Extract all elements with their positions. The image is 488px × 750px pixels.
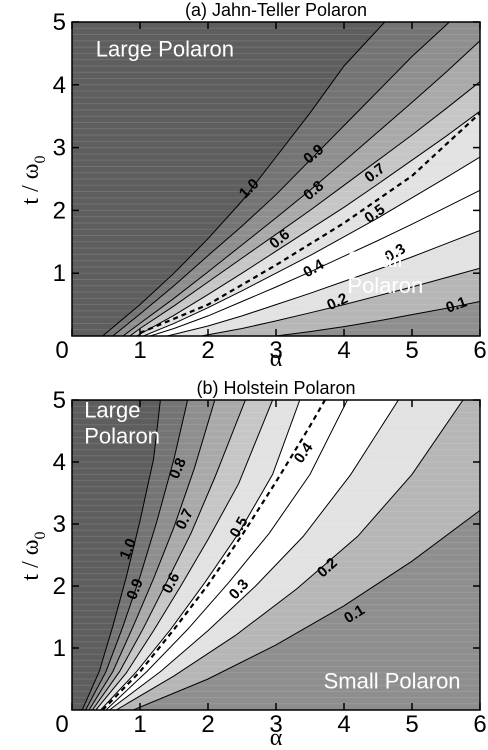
panel-a-region-label-line: Small [347,247,402,272]
panel-a-contour-label-text: 0.1 [444,294,469,317]
panel-a-contour-line-0-5 [143,156,480,336]
panel-b-ticks: 0 1 2 3 4 5 6 1 2 3 4 5 [53,387,487,738]
panel-b-contour-line-0-4 [105,400,348,710]
panel-b-contour-label: 1.0 [116,536,140,562]
panel-b-fill-band-0-1 [133,510,480,710]
panel-a-fill-band-0-1 [276,301,480,336]
panel-a-contour-line-0-6 [136,110,480,336]
panel-b-contour-line-0-1 [133,509,480,710]
panel-b-y-tick-label: 1 [53,635,66,662]
panel-b-contour-label-text: 1.0 [116,536,140,562]
panel-b-region-label-large: Large Polaron [84,397,160,448]
panel-b-contour-line-0-5 [100,400,301,710]
panel-b-x-tick-label: 2 [201,711,214,738]
panel-b-contour-line-0-6 [95,400,274,710]
panel-b-holstein: (b) Holstein Polaron 1.00.90.80.70.60.50… [18,378,487,750]
panel-a-contour-label: 0.1 [444,294,469,317]
panel-a-y-axis-label: t / ω0 [18,155,49,204]
panel-a-y-tick-label: 3 [53,135,66,162]
panel-b-y-axis-label-sub: 0 [32,531,49,539]
panel-a-contour-line-0-8 [122,40,480,336]
panel-b-contour-label: 0.9 [123,576,147,602]
panel-b-region-labels: Large Polaron Small Polaron [84,397,461,693]
panel-b-region-label-line: Polaron [84,423,160,448]
panel-b-title: (b) Holstein Polaron [196,378,355,398]
panel-b-region-label-small: Small Polaron [324,668,461,693]
panel-b-region-label-line: Small Polaron [324,668,461,693]
panel-b-x-tick-label: 5 [405,711,418,738]
panel-b-y-tick-label: 4 [53,449,66,476]
panel-b-contour-fills [82,400,480,710]
panel-a-jahn-teller: (a) Jahn-Teller Polaron 1.00.90.80.70.60… [18,0,487,372]
panel-a-y-tick-label: 5 [53,9,66,36]
panel-b-contour-lines [81,400,480,710]
panel-a-contour-line-0-9 [112,22,450,336]
panel-a-contour-lines [102,22,480,336]
panel-a-x-tick-label: 0 [55,337,68,364]
panel-b-contour-label-text: 0.9 [123,576,147,602]
panel-a-region-label-line: Large Polaron [96,37,234,62]
panel-a-y-tick-label: 2 [53,197,66,224]
panel-b-x-tick-label: 6 [473,711,486,738]
panel-b-y-tick-label: 5 [53,387,66,414]
panel-b-y-axis-label-main: t / ω [18,539,44,580]
panel-a-title: (a) Jahn-Teller Polaron [185,0,367,20]
panel-b-x-tick-label: 1 [133,711,146,738]
panel-b-region-label-line: Large [84,397,140,422]
panel-a-dashed-boundary-line [139,112,480,334]
panel-b-contour-line-1-0 [81,400,161,710]
panel-a-ticks: 0 1 2 3 4 5 6 1 2 3 4 5 [53,9,487,364]
panel-b-y-tick-label: 2 [53,573,66,600]
panel-a-contour-line-0-2 [201,267,480,336]
panel-a-x-axis-label: α [270,346,283,372]
panel-b-x-tick-label: 4 [337,711,350,738]
panel-b-dashed-boundary-line [101,400,326,710]
panel-b-contour-line-0-8 [88,400,216,710]
panel-a-region-label-small: Small Polaron [347,247,423,298]
panel-b-x-tick-label: 3 [269,711,282,738]
panel-a-contour-line-0-4 [150,189,480,336]
panel-a-contour-line-0-3 [167,230,480,336]
panel-b-contour-line-0-3 [109,400,399,710]
panel-a-contour-line-1-0 [102,22,386,336]
panel-a-y-axis-label-sub: 0 [32,155,49,163]
panel-a-x-tick-label: 6 [473,337,486,364]
panel-b-y-axis-label: t / ω0 [18,531,49,580]
panel-b-contour-line-0-2 [115,400,464,710]
panel-a-contour-line-0-7 [129,81,480,336]
panel-a-x-tick-label: 4 [337,337,350,364]
panel-a-x-tick-label: 1 [133,337,146,364]
panel-a-region-labels: Large Polaron Small Polaron [96,37,423,298]
panel-b-y-tick-label: 3 [53,511,66,538]
panel-b-x-axis-label: α [270,725,283,750]
panel-a-y-tick-label: 4 [53,72,66,99]
panel-a-y-axis-label-main: t / ω [18,163,44,204]
panel-b-contour-line-0-7 [91,400,246,710]
panel-b-contour-line-0-9 [85,400,189,710]
panel-b-x-tick-label: 0 [55,711,68,738]
panel-a-contour-line-0-1 [275,301,480,336]
panel-a-x-tick-label: 3 [269,337,282,364]
panel-a-region-label-line: Polaron [347,273,423,298]
panel-a-region-label-large: Large Polaron [96,37,234,62]
panel-a-x-tick-label: 2 [201,337,214,364]
panel-a-x-tick-label: 5 [405,337,418,364]
panel-a-y-tick-label: 1 [53,260,66,287]
